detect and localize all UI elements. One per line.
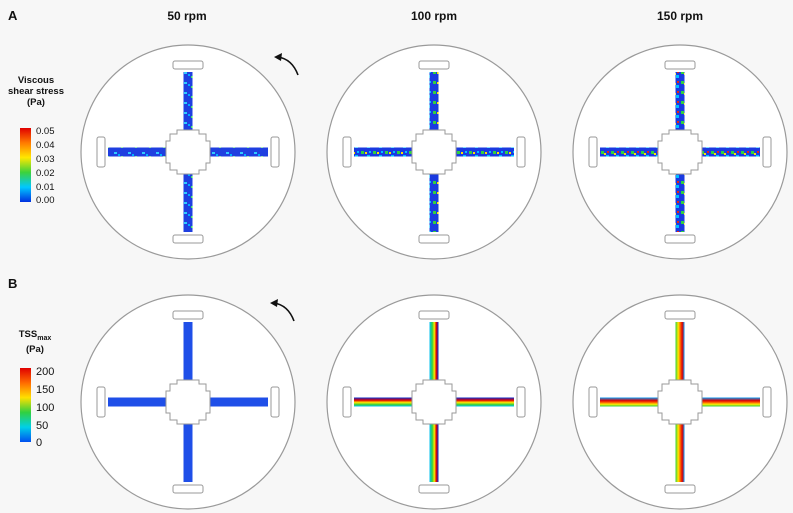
impeller-b-2-cap-bottom	[418, 484, 450, 494]
impeller-a-3-cap-right	[762, 136, 772, 168]
legend-b-title: TSSmax (Pa)	[10, 329, 60, 355]
impeller-a-2-cap-right	[516, 136, 526, 168]
impeller-a-1-cap-left	[96, 136, 106, 168]
impeller-b-2-cap-left	[342, 386, 352, 418]
legend-b-tick: 150	[36, 384, 55, 396]
impeller-b-2-hub	[411, 379, 457, 425]
legend-b-title-main: TSS	[18, 329, 38, 340]
legend-a-tick: 0.03	[36, 154, 55, 165]
legend-b-title-unit: (Pa)	[26, 343, 44, 355]
impeller-a-2-cap-bottom	[418, 234, 450, 244]
legend-b-tick: 200	[36, 366, 55, 378]
legend-a-title-line-3: (Pa)	[27, 97, 45, 108]
column-label-150rpm: 150 rpm	[656, 9, 704, 23]
impeller-b-1-cap-right	[270, 386, 280, 418]
legend-b-colorbar	[20, 368, 31, 442]
legend-a-title: Viscous shear stress (Pa)	[8, 75, 64, 108]
impeller-a-3-hub	[657, 129, 703, 175]
impeller-b-3-cap-right	[762, 386, 772, 418]
impeller-b-2-cap-top	[418, 310, 450, 320]
impeller-a-1-cap-right	[270, 136, 280, 168]
legend-b-title-sub: max	[37, 334, 52, 342]
rotation-arrow-a-head	[274, 53, 282, 61]
impeller-b-1-cap-top	[172, 310, 204, 320]
impeller-a-2-cap-top	[418, 60, 450, 70]
impeller-b-1-cap-bottom	[172, 484, 204, 494]
legend-a-tick: 0.04	[36, 140, 55, 151]
legend-a-tick: 0.05	[36, 126, 55, 137]
legend-a-title-line-2: shear stress	[8, 86, 64, 97]
impeller-a-1-cap-top	[172, 60, 204, 70]
impeller-a-1-cap-bottom	[172, 234, 204, 244]
impeller-b-3-hub	[657, 379, 703, 425]
panel-b-label: B	[8, 276, 18, 291]
impeller-a-3-cap-bottom	[664, 234, 696, 244]
legend-b-tick: 50	[36, 420, 49, 432]
legend-a-title-line-1: Viscous	[17, 75, 55, 86]
rotation-arrow-b-head	[270, 299, 278, 307]
impeller-a-3-cap-left	[588, 136, 598, 168]
impeller-a-1-hub	[165, 129, 211, 175]
impeller-b-1-hub	[165, 379, 211, 425]
impeller-a-3-cap-top	[664, 60, 696, 70]
legend-a-tick: 0.02	[36, 168, 55, 179]
impeller-b-2-cap-right	[516, 386, 526, 418]
column-label-50rpm: 50 rpm	[167, 9, 207, 23]
impeller-a-2-cap-left	[342, 136, 352, 168]
impeller-b-3-cap-left	[588, 386, 598, 418]
impeller-a-2-hub	[411, 129, 457, 175]
impeller-b-3-cap-top	[664, 310, 696, 320]
legend-b-tick: 100	[36, 402, 55, 414]
column-label-100rpm: 100 rpm	[410, 9, 458, 23]
legend-a-tick: 0.01	[36, 182, 55, 193]
legend-a-colorbar	[20, 128, 31, 202]
impeller-b-1-cap-left	[96, 386, 106, 418]
panel-a-label: A	[8, 8, 18, 23]
legend-a-tick: 0.00	[36, 195, 55, 206]
legend-b-tick: 0	[36, 437, 43, 449]
impeller-b-3-cap-bottom	[664, 484, 696, 494]
